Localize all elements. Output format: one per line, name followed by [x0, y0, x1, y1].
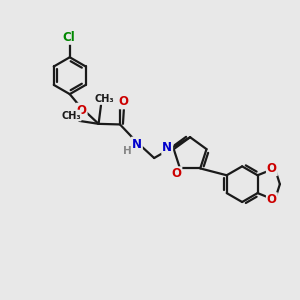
Text: O: O	[267, 193, 277, 206]
Text: O: O	[171, 167, 182, 180]
Text: CH₃: CH₃	[95, 94, 114, 104]
Text: N: N	[132, 138, 142, 151]
Text: O: O	[267, 162, 277, 175]
Text: CH₃: CH₃	[61, 110, 81, 121]
Text: H: H	[123, 146, 132, 156]
Text: O: O	[76, 104, 87, 117]
Text: N: N	[162, 141, 172, 154]
Text: O: O	[119, 95, 129, 108]
Text: Cl: Cl	[63, 31, 76, 44]
